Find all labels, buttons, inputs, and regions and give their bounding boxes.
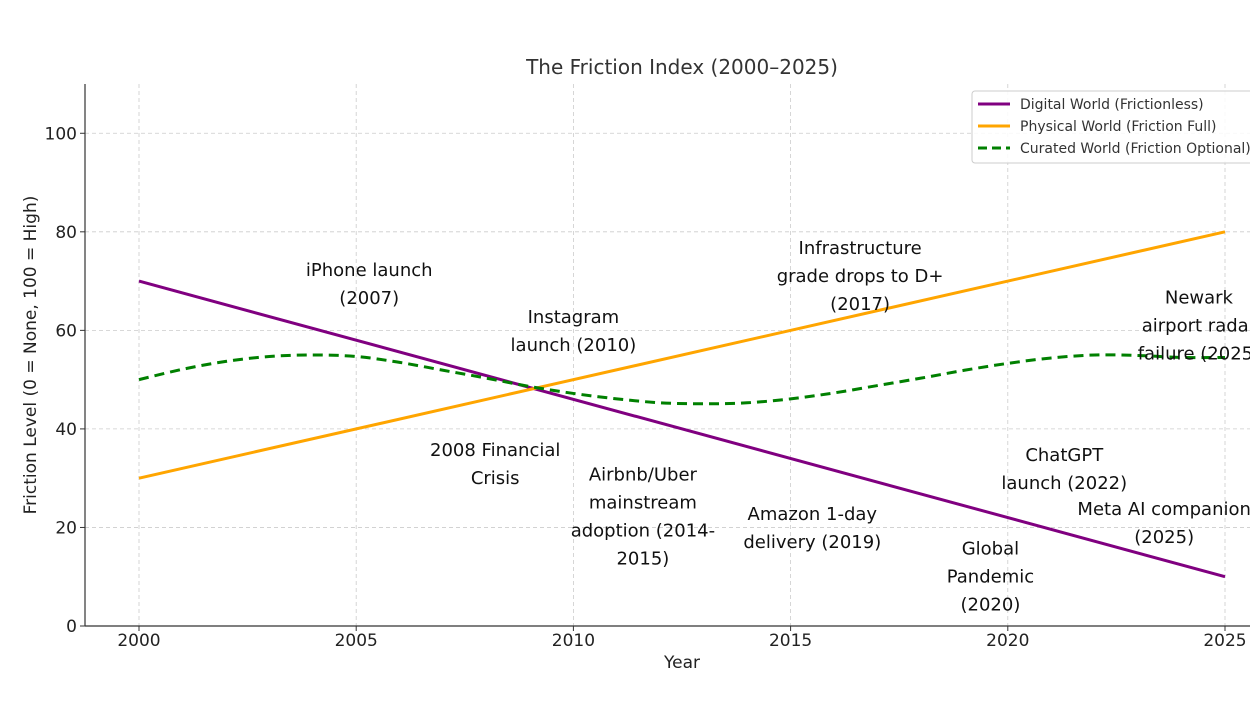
y-tick-label: 20 xyxy=(55,518,77,538)
annotation: Amazon 1-day delivery (2019) xyxy=(743,504,881,553)
annotation: Newark airport radar failure (2025) xyxy=(1138,287,1250,364)
annotation: Global Pandemic (2020) xyxy=(947,539,1034,616)
legend-label: Physical World (Friction Full) xyxy=(1020,119,1216,135)
series-layer xyxy=(138,230,1226,579)
annotation: Infrastructure grade drops to D+ (2017) xyxy=(777,238,944,315)
annotations: iPhone launch (2007) Instagram launch (2010… xyxy=(306,238,1250,616)
annotation: Airbnb/Uber mainstream adoption (2014-2015… xyxy=(571,465,715,570)
x-tick-label: 2005 xyxy=(335,631,378,651)
legend-box xyxy=(971,90,1250,164)
x-tick-label: 2010 xyxy=(552,631,595,651)
x-axis-label: Year xyxy=(663,653,700,673)
y-axis-label: Friction Level (0 = None, 100 = High) xyxy=(21,196,41,515)
y-tick-label: 100 xyxy=(45,124,77,144)
axes: 2000 2005 2010 2015 2020 2025 0 20 40 60 80 100 xyxy=(45,84,1250,651)
x-tick-label: 2020 xyxy=(986,631,1029,651)
y-tick-label: 40 xyxy=(55,420,77,440)
annotation: Instagram launch (2010) xyxy=(511,307,637,356)
legend-label: Curated World (Friction Optional) xyxy=(1020,141,1250,157)
annotation: iPhone launch (2007) xyxy=(306,260,433,309)
x-tick-label: 2015 xyxy=(769,631,812,651)
legend-label: Digital World (Frictionless) xyxy=(1020,97,1204,113)
y-tick-label: 0 xyxy=(66,617,77,637)
legend: Digital World (Frictionless) Physical Wor… xyxy=(971,90,1250,164)
chart-title: The Friction Index (2000–2025) xyxy=(525,55,838,79)
series-line-2 xyxy=(138,230,1226,480)
x-tick-label: 2025 xyxy=(1203,631,1246,651)
y-tick-label: 80 xyxy=(55,223,77,243)
y-tick-label: 60 xyxy=(55,321,77,341)
series-line-1 xyxy=(138,279,1226,579)
series-line-3 xyxy=(138,353,1226,406)
annotation: Meta AI companion (2025) xyxy=(1077,499,1250,548)
x-tick-label: 2000 xyxy=(117,631,160,651)
annotation: ChatGPT launch (2022) xyxy=(1001,445,1127,494)
annotation: 2008 Financial Crisis xyxy=(430,440,560,489)
